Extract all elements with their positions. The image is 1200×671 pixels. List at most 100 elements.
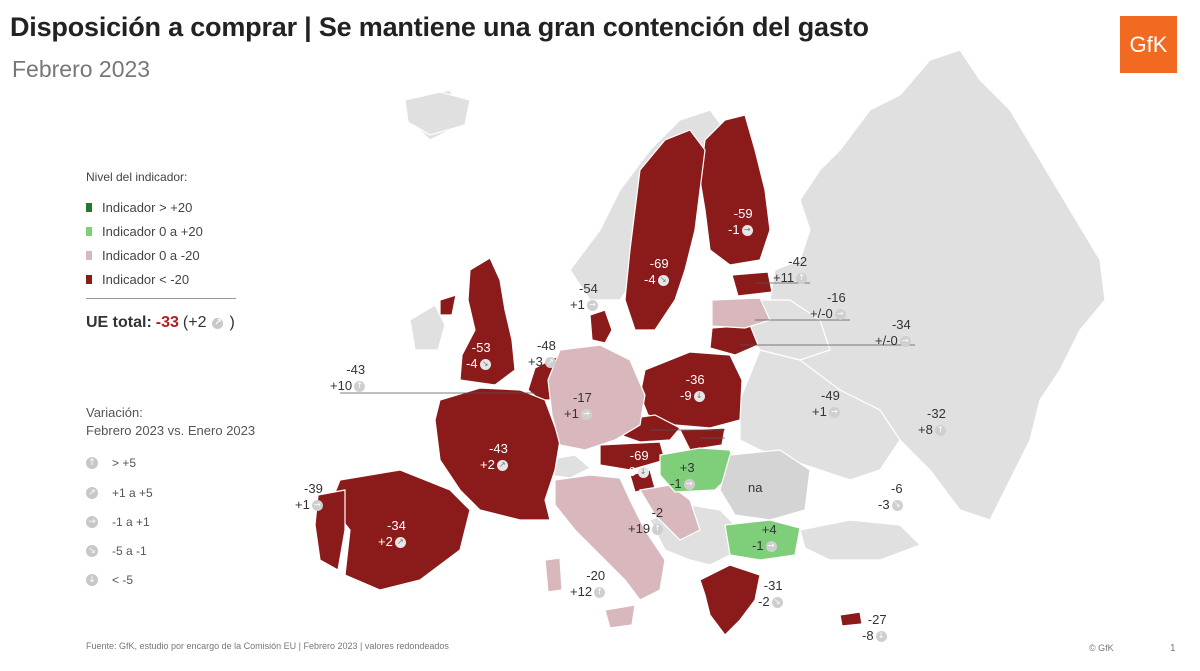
country-change: -4 [466, 356, 478, 371]
variation-label: -5 a -1 [112, 544, 147, 558]
eu-total-label: UE total: [86, 314, 152, 331]
country-change: +11 [773, 270, 795, 285]
variation-item: ↓ < -5 [86, 573, 133, 587]
country-value: -42 [788, 254, 808, 269]
country-value: -16 [826, 290, 846, 305]
country-change: +2 [480, 457, 495, 472]
country-change: +3 [528, 354, 543, 369]
arrow-up-icon: ↑ [796, 272, 808, 284]
country-value: -34 [387, 518, 406, 533]
country-value: -6 [891, 481, 903, 496]
country-value: -53 [471, 340, 491, 355]
country-label-portugal: -39 +1 → [295, 481, 323, 513]
legend-item: Indicador 0 a -20 [86, 248, 200, 263]
country-label-latvia: -16 +/-0 → [810, 290, 846, 322]
page-title: Disposición a comprar | Se mantiene una … [10, 12, 869, 42]
country-value: -34 [891, 317, 911, 332]
legend-swatch-dark-green [86, 203, 92, 212]
country-label-germany: -17 +1 → [564, 390, 592, 422]
sicily-shape [604, 604, 636, 629]
legend-title: Nivel del indicador: [86, 170, 188, 184]
arrow-down-icon: ↓ [875, 630, 887, 642]
legend-divider [86, 298, 236, 299]
country-change: +8 [918, 422, 933, 437]
arrow-right-icon: → [741, 224, 753, 236]
country-value: -54 [579, 281, 598, 296]
country-label-lithuania: -34 +/-0 → [875, 317, 911, 349]
arrow-right-icon: → [311, 499, 323, 511]
arrow-up-right-icon: ↗ [394, 536, 406, 548]
lithuania-shape [709, 324, 759, 356]
turkey-region [799, 519, 922, 561]
variation-item: ↗ +1 a +5 [86, 486, 153, 500]
country-label-bulgaria: +4 -1 → [752, 522, 777, 554]
arrow-up-icon: ↑ [594, 586, 606, 598]
country-value: -39 [304, 481, 323, 496]
variation-label: > +5 [112, 456, 137, 470]
legend-swatch-dark-red [86, 275, 92, 284]
country-change: -8 [862, 628, 874, 643]
country-value: +3 [679, 460, 695, 475]
arrow-down-right-icon: ↘ [657, 274, 669, 286]
country-label-uk: -53 -4 ↘ [466, 340, 491, 372]
legend-item: Indicador 0 a +20 [86, 224, 203, 239]
country-value: -69 [629, 448, 649, 463]
arrow-down-icon: ↓ [86, 574, 98, 586]
variation-title: Variación: Febrero 2023 vs. Enero 2023 [86, 404, 255, 440]
legend-label: Indicador 0 a +20 [102, 224, 203, 239]
country-change: -9 [680, 388, 692, 403]
greece-shape [699, 564, 761, 636]
legend-swatch-light-pink [86, 251, 92, 260]
country-value: -32 [927, 406, 946, 421]
arrow-right-icon: → [86, 516, 98, 528]
arrow-down-right-icon: ↘ [479, 358, 491, 370]
arrow-right-icon: → [765, 540, 777, 552]
country-change: +/-0 [810, 306, 833, 321]
variation-title-line2: Febrero 2023 vs. Enero 2023 [86, 423, 256, 438]
country-value: -43 [489, 441, 508, 456]
eu-total-value: -33 [155, 314, 179, 331]
variation-label: < -5 [112, 573, 134, 587]
country-value: na [748, 480, 763, 495]
country-change: +/-0 [875, 333, 898, 348]
finland-shape [699, 114, 771, 266]
variation-label: +1 a +5 [112, 486, 153, 500]
country-change: +1 [564, 406, 579, 421]
variation-title-line1: Variación: [86, 405, 143, 420]
arrow-down-right-icon: ↘ [86, 545, 98, 557]
arrow-right-icon: → [834, 308, 846, 320]
country-label-hungary: +3 -1 → [670, 460, 695, 492]
country-value: -49 [821, 388, 840, 403]
estonia-shape [731, 271, 773, 297]
country-value: +4 [761, 522, 777, 537]
country-change: +1 [570, 297, 585, 312]
ireland-region [409, 304, 446, 351]
country-label-croatia: -2 +19 ↑ [628, 505, 664, 537]
arrow-up-icon: ↑ [652, 523, 664, 535]
arrow-up-right-icon: ↗ [86, 487, 98, 499]
italy-shape [554, 474, 666, 601]
country-change: +19 [628, 521, 651, 536]
country-value: -59 [733, 206, 753, 221]
eu-total-change: (+2 [182, 314, 207, 331]
country-change: -6 [624, 464, 636, 479]
country-label-belgium: -43 +10 ↑ [330, 362, 366, 394]
page-subtitle: Febrero 2023 [12, 56, 151, 82]
country-label-denmark: -54 +1 → [570, 281, 598, 313]
country-change: -1 [670, 476, 682, 491]
denmark-shape [589, 309, 613, 344]
country-value: -48 [537, 338, 556, 353]
variation-item: → -1 a +1 [86, 515, 150, 529]
country-change: +2 [378, 534, 393, 549]
country-label-ukraine-area: -49 +1 → [812, 388, 840, 420]
sweden-shape [624, 129, 706, 331]
arrow-up-icon: ↑ [86, 457, 98, 469]
page-number: 1 [1170, 643, 1176, 654]
gfk-logo: GfK [1120, 16, 1177, 73]
cyprus-shape [839, 611, 863, 627]
country-change: +1 [295, 497, 310, 512]
arrow-up-icon: ↑ [354, 380, 366, 392]
variation-label: -1 a +1 [112, 515, 150, 529]
legend-label: Indicador < -20 [102, 272, 190, 287]
legend-item: Indicador < -20 [86, 272, 189, 287]
